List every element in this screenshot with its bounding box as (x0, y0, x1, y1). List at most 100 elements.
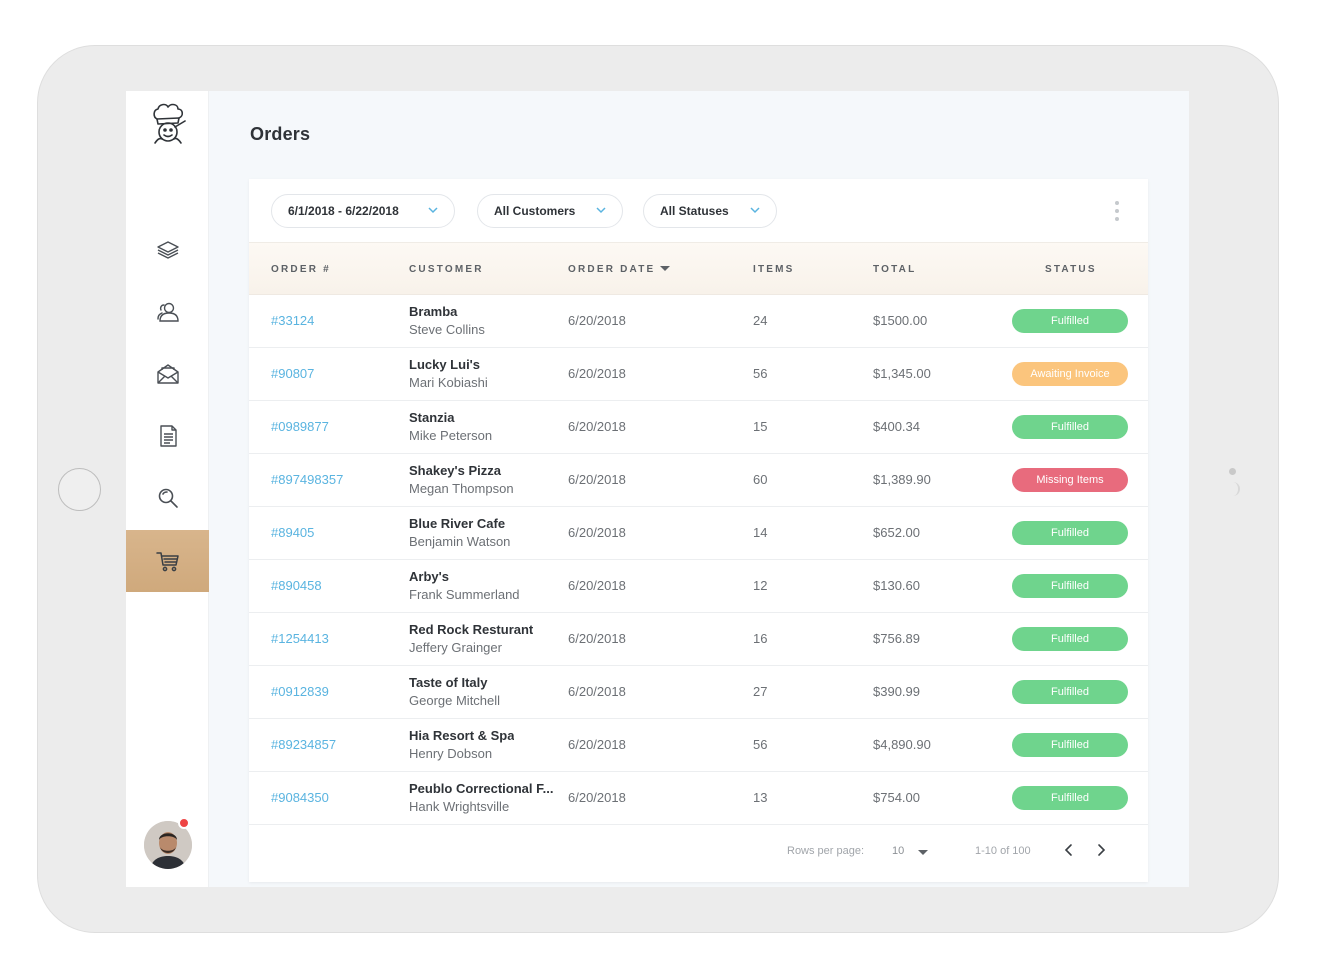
order-total: $1,345.00 (873, 366, 931, 381)
header-order[interactable]: ORDER # (271, 264, 331, 275)
rows-per-page-value[interactable]: 10 (892, 845, 905, 857)
order-total: $130.60 (873, 578, 920, 593)
cart-icon (155, 552, 179, 572)
table-row[interactable]: #89405 Blue River Cafe Benjamin Watson 6… (249, 507, 1148, 560)
order-total: $652.00 (873, 525, 920, 540)
order-number-link[interactable]: #0912839 (271, 684, 329, 699)
items-count: 16 (753, 631, 768, 646)
customer-contact: Mari Kobiashi (409, 375, 488, 390)
customers-filter[interactable]: All Customers (477, 194, 623, 228)
header-status[interactable]: STATUS (1045, 264, 1097, 275)
order-date: 6/20/2018 (568, 313, 626, 328)
rows-per-page-dropdown-icon[interactable] (918, 850, 928, 855)
status-badge: Awaiting Invoice (1012, 362, 1128, 386)
chevron-right-icon[interactable] (1093, 842, 1109, 858)
customer-contact: Frank Summerland (409, 587, 520, 602)
items-count: 13 (753, 790, 768, 805)
order-date: 6/20/2018 (568, 472, 626, 487)
customer-contact: Jeffery Grainger (409, 640, 502, 655)
date-range-filter[interactable]: 6/1/2018 - 6/22/2018 (271, 194, 455, 228)
customer-company: Peublo Correctional F... (409, 781, 554, 796)
table-row[interactable]: #890458 Arby's Frank Summerland 6/20/201… (249, 560, 1148, 613)
mail-icon (156, 364, 179, 384)
chevron-down-icon (750, 207, 760, 214)
users-icon (156, 302, 179, 322)
customer-contact: Steve Collins (409, 322, 485, 337)
customer-company: Stanzia (409, 410, 455, 425)
order-number-link[interactable]: #0989877 (271, 419, 329, 434)
status-badge: Fulfilled (1012, 309, 1128, 333)
order-total: $754.00 (873, 790, 920, 805)
chevron-left-icon[interactable] (1061, 842, 1077, 858)
nav-documents[interactable] (126, 405, 209, 467)
table-row[interactable]: #90807 Lucky Lui's Mari Kobiashi 6/20/20… (249, 348, 1148, 401)
status-badge: Fulfilled (1012, 627, 1128, 651)
header-items[interactable]: ITEMS (753, 264, 795, 275)
items-count: 12 (753, 578, 768, 593)
status-badge: Fulfilled (1012, 680, 1128, 704)
order-number-link[interactable]: #89234857 (271, 737, 337, 752)
header-order-date[interactable]: ORDER DATE (568, 264, 656, 275)
avatar (144, 821, 192, 869)
table-row[interactable]: #9084350 Peublo Correctional F... Hank W… (249, 772, 1148, 825)
customer-company: Blue River Cafe (409, 516, 506, 531)
nav-search[interactable] (126, 467, 209, 529)
status-badge: Missing Items (1012, 468, 1128, 492)
table-row[interactable]: #897498357 Shakey's Pizza Megan Thompson… (249, 454, 1148, 507)
customer-cell: Lucky Lui's Mari Kobiashi (409, 357, 488, 390)
customer-cell: Blue River Cafe Benjamin Watson (409, 516, 510, 549)
order-total: $756.89 (873, 631, 920, 646)
order-number-link[interactable]: #890458 (271, 578, 322, 593)
items-count: 14 (753, 525, 768, 540)
customer-contact: George Mitchell (409, 693, 501, 708)
order-date: 6/20/2018 (568, 525, 626, 540)
tablet-home-button[interactable] (58, 468, 101, 511)
status-badge: Fulfilled (1012, 521, 1128, 545)
notification-badge (178, 817, 190, 829)
statuses-filter[interactable]: All Statuses (643, 194, 777, 228)
customer-cell: Stanzia Mike Peterson (409, 410, 492, 443)
nav-users[interactable] (126, 281, 209, 343)
chef-logo-icon[interactable] (145, 101, 191, 149)
nav-mail[interactable] (126, 343, 209, 405)
sidebar (126, 91, 209, 887)
status-badge: Fulfilled (1012, 415, 1128, 439)
header-total[interactable]: TOTAL (873, 264, 917, 275)
header-customer[interactable]: CUSTOMER (409, 264, 484, 275)
table-row[interactable]: #89234857 Hia Resort & Spa Henry Dobson … (249, 719, 1148, 772)
sort-desc-icon[interactable] (660, 266, 670, 271)
order-number-link[interactable]: #33124 (271, 313, 315, 328)
items-count: 15 (753, 419, 768, 434)
order-number-link[interactable]: #9084350 (271, 790, 329, 805)
more-options-icon[interactable] (1114, 201, 1120, 221)
rows-per-page-label: Rows per page: (787, 845, 865, 857)
order-number-link[interactable]: #90807 (271, 366, 315, 381)
order-total: $1500.00 (873, 313, 928, 328)
statuses-label: All Statuses (660, 204, 729, 218)
order-number-link[interactable]: #89405 (271, 525, 315, 540)
customer-company: Shakey's Pizza (409, 463, 501, 478)
table-row[interactable]: #1254413 Red Rock Resturant Jeffery Grai… (249, 613, 1148, 666)
items-count: 56 (753, 366, 768, 381)
customer-cell: Taste of Italy George Mitchell (409, 675, 500, 708)
table-row[interactable]: #0912839 Taste of Italy George Mitchell … (249, 666, 1148, 719)
status-badge: Fulfilled (1012, 733, 1128, 757)
order-number-link[interactable]: #1254413 (271, 631, 329, 646)
table-row[interactable]: #0989877 Stanzia Mike Peterson 6/20/2018… (249, 401, 1148, 454)
order-date: 6/20/2018 (568, 578, 626, 593)
user-avatar[interactable] (144, 817, 192, 869)
nav-orders[interactable] (126, 530, 209, 592)
customer-cell: Arby's Frank Summerland (409, 569, 520, 602)
order-number-link[interactable]: #897498357 (271, 472, 344, 487)
table-row[interactable]: #33124 Bramba Steve Collins 6/20/2018 24… (249, 295, 1148, 348)
order-date: 6/20/2018 (568, 737, 626, 752)
customers-label: All Customers (494, 204, 576, 218)
items-count: 60 (753, 472, 768, 487)
nav-layers[interactable] (126, 219, 209, 281)
customer-company: Lucky Lui's (409, 357, 480, 372)
order-date: 6/20/2018 (568, 684, 626, 699)
order-date: 6/20/2018 (568, 631, 626, 646)
customer-cell: Red Rock Resturant Jeffery Grainger (409, 622, 533, 655)
items-count: 27 (753, 684, 768, 699)
order-total: $400.34 (873, 419, 920, 434)
